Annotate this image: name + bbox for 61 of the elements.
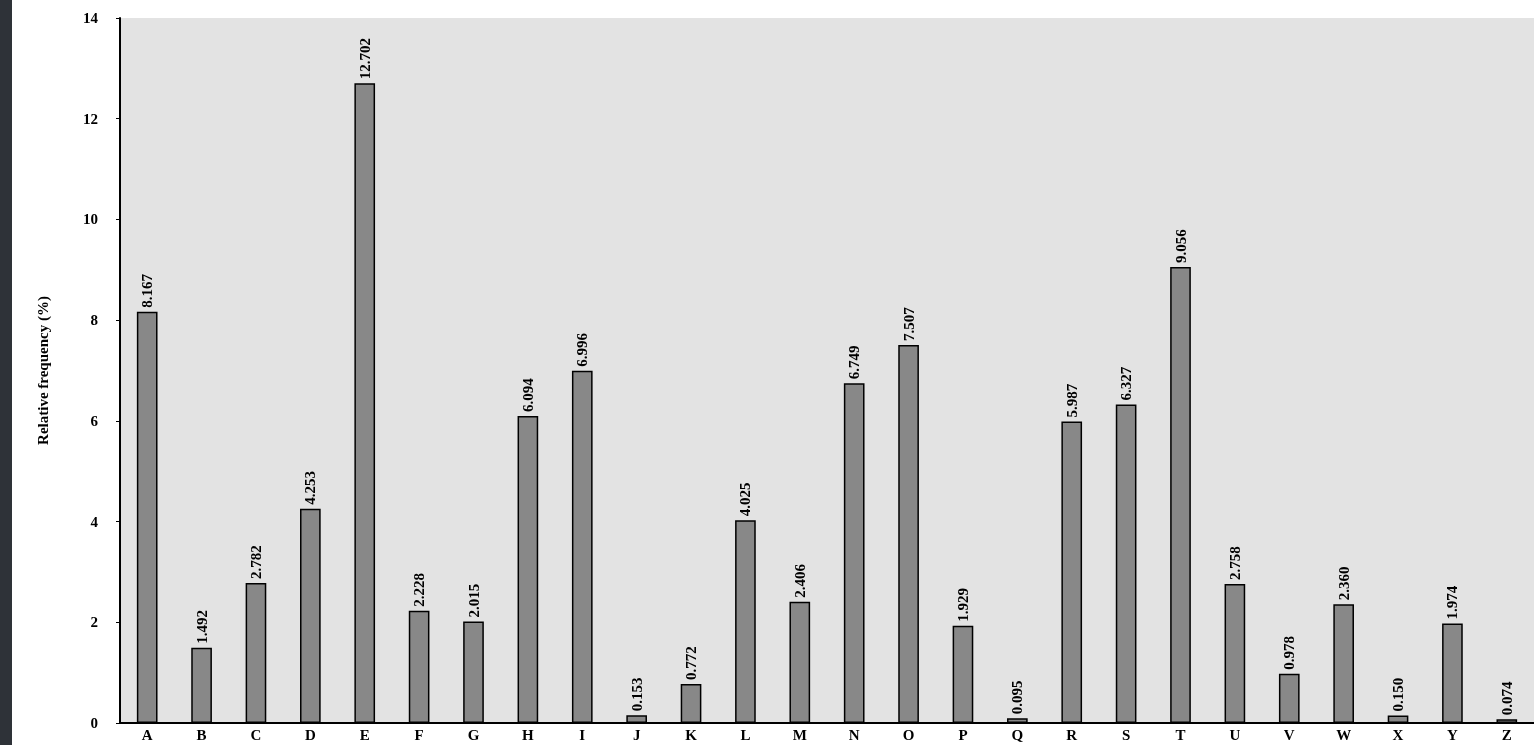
x-tick-label: A bbox=[141, 726, 153, 743]
data-label: 9.056 bbox=[1172, 228, 1189, 263]
x-tick-label: G bbox=[467, 726, 480, 743]
x-tick-label: K bbox=[685, 726, 698, 743]
data-label: 2.015 bbox=[465, 583, 482, 618]
x-tick-label: X bbox=[1392, 726, 1404, 743]
y-tick-label: 0 bbox=[90, 715, 98, 731]
x-tick-label: H bbox=[522, 726, 535, 743]
x-tick-label: B bbox=[196, 726, 207, 743]
x-tick-label: U bbox=[1229, 726, 1241, 743]
y-tick-label: 4 bbox=[90, 513, 99, 530]
data-label: 12.702 bbox=[356, 38, 373, 80]
data-label: 1.929 bbox=[954, 588, 971, 622]
x-tick-label: V bbox=[1283, 726, 1295, 743]
data-label: 0.074 bbox=[1498, 681, 1515, 716]
x-tick-label: N bbox=[848, 726, 860, 743]
x-tick-label: F bbox=[414, 726, 424, 743]
y-tick-label: 14 bbox=[83, 10, 99, 26]
x-tick-label: W bbox=[1336, 726, 1352, 743]
x-tick-label: L bbox=[740, 726, 751, 743]
y-tick-label: 10 bbox=[83, 211, 98, 228]
x-tick-label: E bbox=[359, 726, 370, 743]
data-label: 1.492 bbox=[193, 610, 210, 644]
x-tick-label: M bbox=[792, 726, 807, 743]
x-tick-label: O bbox=[902, 726, 915, 743]
data-label: 2.782 bbox=[247, 545, 264, 579]
x-tick-label: T bbox=[1175, 726, 1186, 743]
x-tick-label: J bbox=[632, 726, 641, 743]
x-tick-label: C bbox=[250, 726, 262, 743]
data-label: 4.253 bbox=[302, 471, 319, 505]
data-label: 4.025 bbox=[737, 482, 754, 517]
data-label: 0.772 bbox=[683, 646, 700, 681]
x-tick-label: S bbox=[1121, 726, 1131, 743]
data-label: 2.360 bbox=[1335, 566, 1352, 601]
data-label: 5.987 bbox=[1063, 383, 1080, 418]
data-label: 0.095 bbox=[1009, 680, 1026, 715]
data-label: 0.153 bbox=[628, 677, 645, 712]
data-label: 7.507 bbox=[900, 306, 917, 341]
data-label: 6.327 bbox=[1118, 366, 1135, 401]
data-label: 6.094 bbox=[519, 377, 536, 413]
x-tick-label: Z bbox=[1501, 726, 1512, 743]
x-tick-label: P bbox=[958, 726, 968, 743]
y-tick-label: 6 bbox=[90, 412, 99, 429]
data-label: 2.228 bbox=[411, 573, 428, 607]
y-tick-label: 12 bbox=[83, 110, 98, 127]
y-tick-label: 2 bbox=[90, 614, 98, 631]
x-tick-label: R bbox=[1066, 726, 1078, 743]
data-label: 2.758 bbox=[1226, 546, 1243, 581]
x-tick-label: Y bbox=[1447, 726, 1458, 743]
data-label: 6.996 bbox=[574, 332, 591, 367]
data-label: 6.749 bbox=[846, 345, 863, 380]
x-tick-label: D bbox=[304, 726, 316, 743]
data-label: 0.150 bbox=[1390, 677, 1407, 712]
y-tick-label: 8 bbox=[90, 312, 98, 329]
x-tick-label: I bbox=[579, 726, 586, 743]
data-label: 2.406 bbox=[791, 563, 808, 598]
y-axis-title: Relative frequency (%) bbox=[34, 296, 52, 445]
data-label: 8.167 bbox=[139, 273, 156, 308]
data-label: 0.978 bbox=[1281, 636, 1298, 670]
data-label: 1.974 bbox=[1444, 585, 1461, 620]
x-tick-label: Q bbox=[1011, 726, 1024, 743]
